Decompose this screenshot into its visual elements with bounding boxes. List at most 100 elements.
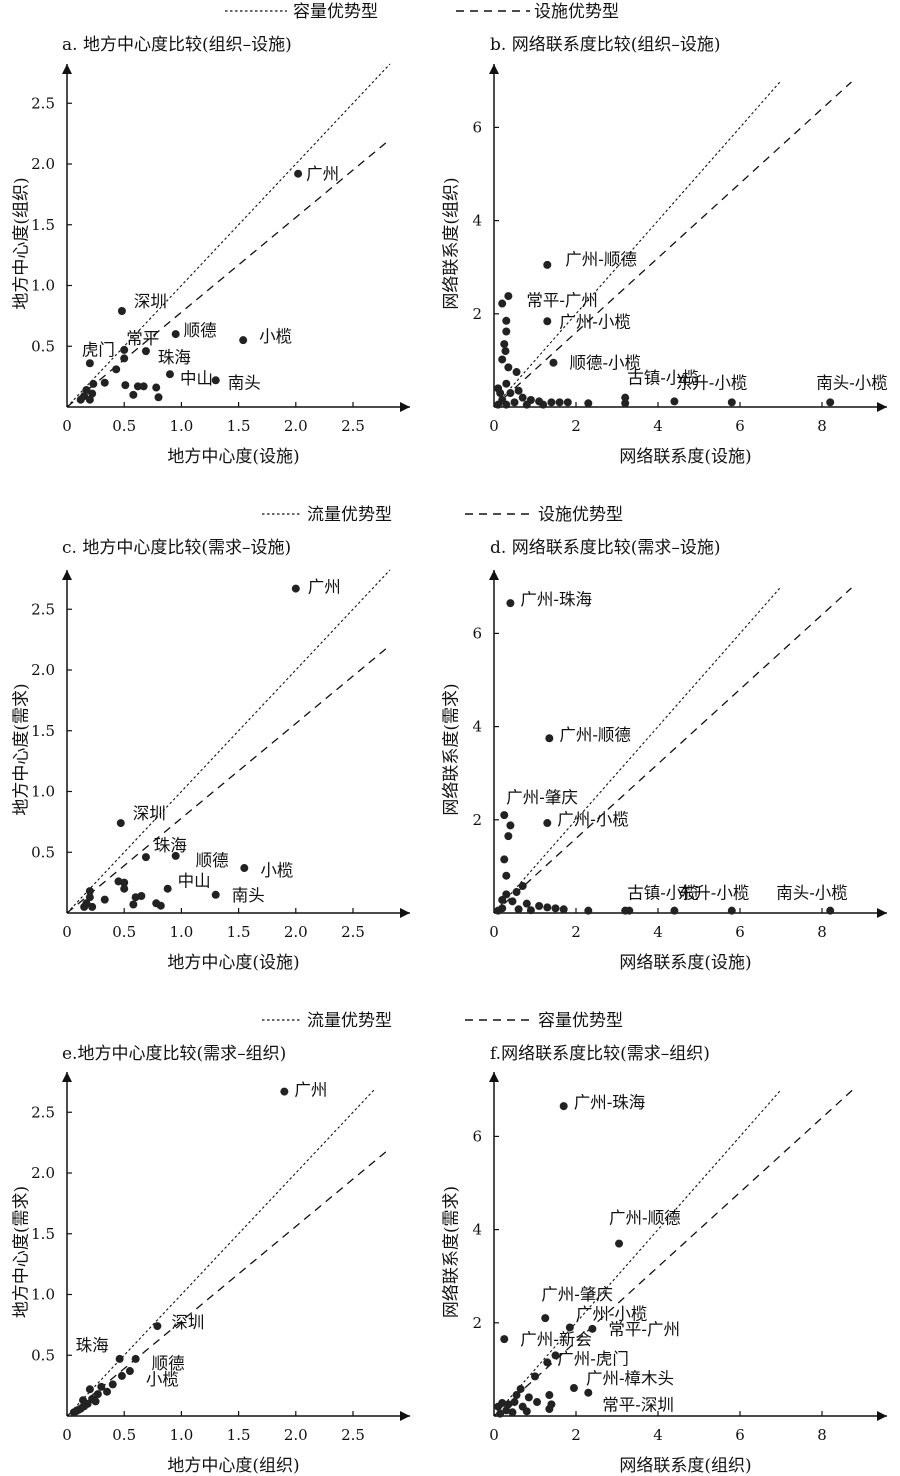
point-label: 广州-珠海 xyxy=(520,590,592,609)
dashed-reference-line xyxy=(493,587,852,914)
data-point xyxy=(543,1358,552,1367)
data-point xyxy=(621,399,630,408)
data-point xyxy=(504,1400,513,1409)
panel-a: a. 地方中心度比较(组织–设施) 0 0.5 1.0 1.5 2.0 2.5 0.5 1.0 1… xyxy=(12,35,410,467)
x-tick-label: 0 xyxy=(62,417,72,435)
point-label: 南头 xyxy=(232,886,265,905)
x-axis-label: 地方中心度(组织) xyxy=(167,1456,299,1476)
data-point xyxy=(522,1407,531,1416)
data-point xyxy=(565,1323,574,1332)
x-tick-label: 1.5 xyxy=(227,923,251,941)
legend-dotted-label: 流量优势型 xyxy=(307,505,392,525)
data-point xyxy=(103,1387,112,1396)
data-point xyxy=(826,906,835,915)
data-point xyxy=(543,317,552,326)
panel-c: c. 地方中心度比较(需求–设施) 0 0.5 1.0 1.5 2.0 2.5 0.5 1.0 1… xyxy=(12,538,410,973)
y-tick-label: 2.0 xyxy=(31,155,55,173)
data-point xyxy=(539,400,548,409)
x-tick-label: 1.5 xyxy=(227,1426,251,1444)
data-point xyxy=(504,292,513,301)
data-point xyxy=(115,1354,124,1363)
data-point xyxy=(727,906,736,915)
data-point xyxy=(112,365,121,374)
point-label: 东升-小榄 xyxy=(678,884,750,903)
data-point xyxy=(500,1335,509,1344)
y-tick-label: 1.5 xyxy=(31,216,55,234)
point-label: 珠海 xyxy=(158,348,191,367)
data-point xyxy=(670,397,679,406)
data-point xyxy=(80,902,89,911)
point-label: 广州 xyxy=(306,165,339,184)
y-tick-label: 2.5 xyxy=(31,1103,55,1121)
y-tick-label: 0.5 xyxy=(31,1346,55,1364)
data-point xyxy=(85,1385,94,1394)
data-point xyxy=(670,906,679,915)
legend: 容量优势型 设施优势型 xyxy=(225,2,619,22)
panel-title: f.网络联系度比较(需求–组织) xyxy=(490,1044,710,1064)
data-point xyxy=(494,400,503,409)
x-tick-label: 8 xyxy=(817,923,827,941)
data-point xyxy=(563,398,572,407)
y-axis-label: 地方中心度(需求) xyxy=(12,683,32,815)
panel-title: a. 地方中心度比较(组织–设施) xyxy=(62,35,292,55)
data-point xyxy=(549,358,558,367)
data-point xyxy=(584,906,593,915)
point-label: 广州-小榄 xyxy=(576,1304,648,1323)
panel-f: f.网络联系度比较(需求–组织) 0 2 4 6 8 2 4 6 网络联系度(组织) 网络联系度(需… xyxy=(442,1044,887,1476)
data-point xyxy=(141,347,150,356)
point-label: 广州-顺德 xyxy=(609,1209,681,1228)
y-tick-label: 1.5 xyxy=(31,1225,55,1243)
data-point xyxy=(504,363,513,372)
dotted-reference-line xyxy=(66,1089,375,1417)
data-point xyxy=(514,386,523,395)
point-label: 广州-虎门 xyxy=(557,1349,629,1368)
data-point xyxy=(551,1351,560,1360)
point-label: 深圳 xyxy=(171,1313,204,1332)
point-label: 珠海 xyxy=(154,836,187,855)
data-point xyxy=(551,904,560,913)
y-tick-label: 1.5 xyxy=(31,722,55,740)
y-tick-label: 2 xyxy=(472,811,482,829)
data-point xyxy=(506,821,515,830)
data-point xyxy=(85,395,94,404)
data-point xyxy=(120,345,129,354)
data-point xyxy=(533,1398,542,1407)
data-point xyxy=(496,389,505,398)
panel-d: d. 网络联系度比较(需求–设施) 0 2 4 6 8 2 4 6 网络联系度(设施) 网络联系度(… xyxy=(442,538,887,973)
data-point xyxy=(108,1380,117,1389)
x-axis-label: 网络联系度(设施) xyxy=(619,447,751,467)
data-point xyxy=(91,1397,100,1406)
x-tick-label: 1.0 xyxy=(169,1426,193,1444)
data-point xyxy=(502,316,511,325)
data-point xyxy=(133,382,142,391)
y-axis-label: 网络联系度(组织) xyxy=(442,177,462,309)
data-point xyxy=(171,851,180,860)
data-point xyxy=(522,400,531,409)
x-tick-label: 0 xyxy=(62,923,72,941)
point-label: 顺德-小榄 xyxy=(569,354,641,373)
data-point xyxy=(547,398,556,407)
data-point xyxy=(516,1384,525,1393)
y-tick-label: 2 xyxy=(472,1314,482,1332)
data-point xyxy=(518,393,527,402)
y-tick-label: 2.5 xyxy=(31,94,55,112)
y-tick-label: 4 xyxy=(472,1221,482,1239)
x-tick-label: 0 xyxy=(489,417,499,435)
data-point xyxy=(239,336,248,345)
data-point xyxy=(535,902,544,911)
x-axis-label: 地方中心度(设施) xyxy=(167,953,299,973)
data-point xyxy=(498,299,507,308)
x-tick-label: 6 xyxy=(735,417,745,435)
x-axis-label: 网络联系度(组织) xyxy=(619,1456,751,1476)
data-point xyxy=(510,1398,519,1407)
data-point xyxy=(545,734,554,743)
point-label: 广州-樟木头 xyxy=(586,1369,674,1388)
data-point xyxy=(555,398,564,407)
data-point xyxy=(500,811,509,820)
x-tick-label: 0.5 xyxy=(112,1426,136,1444)
x-tick-label: 0 xyxy=(62,1426,72,1444)
data-point xyxy=(508,1408,517,1417)
data-point xyxy=(502,890,511,899)
panel-title: d. 网络联系度比较(需求–设施) xyxy=(490,538,720,558)
